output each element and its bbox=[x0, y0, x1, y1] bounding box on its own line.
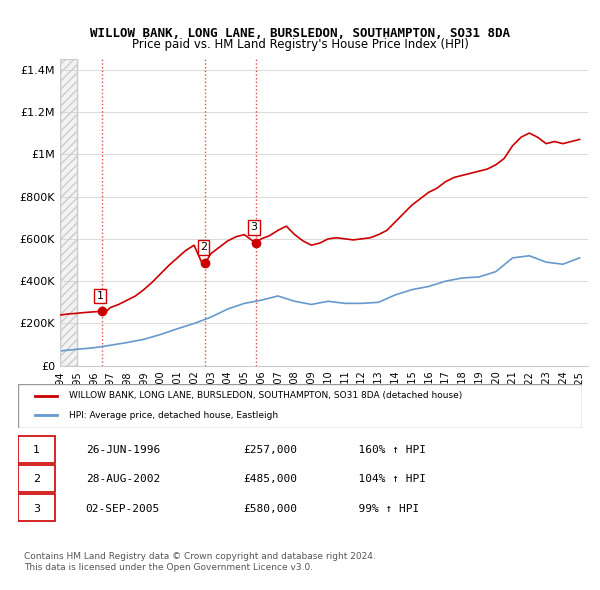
Text: 2: 2 bbox=[33, 474, 40, 484]
Text: £485,000: £485,000 bbox=[244, 474, 298, 484]
FancyBboxPatch shape bbox=[18, 384, 582, 428]
Bar bbox=[60, 59, 77, 366]
Text: WILLOW BANK, LONG LANE, BURSLEDON, SOUTHAMPTON, SO31 8DA (detached house): WILLOW BANK, LONG LANE, BURSLEDON, SOUTH… bbox=[69, 391, 462, 401]
Text: Price paid vs. HM Land Registry's House Price Index (HPI): Price paid vs. HM Land Registry's House … bbox=[131, 38, 469, 51]
Text: £580,000: £580,000 bbox=[244, 504, 298, 514]
Text: HPI: Average price, detached house, Eastleigh: HPI: Average price, detached house, East… bbox=[69, 411, 278, 420]
Text: 1: 1 bbox=[97, 291, 104, 301]
FancyBboxPatch shape bbox=[18, 494, 55, 522]
Text: 99% ↑ HPI: 99% ↑ HPI bbox=[345, 504, 419, 514]
Text: 1: 1 bbox=[33, 445, 40, 455]
FancyBboxPatch shape bbox=[18, 465, 55, 492]
Text: 28-AUG-2002: 28-AUG-2002 bbox=[86, 474, 160, 484]
Bar bbox=[60, 59, 77, 366]
Text: 02-SEP-2005: 02-SEP-2005 bbox=[86, 504, 160, 514]
Text: This data is licensed under the Open Government Licence v3.0.: This data is licensed under the Open Gov… bbox=[24, 563, 313, 572]
Text: 3: 3 bbox=[251, 222, 257, 232]
Text: 104% ↑ HPI: 104% ↑ HPI bbox=[345, 474, 426, 484]
Text: WILLOW BANK, LONG LANE, BURSLEDON, SOUTHAMPTON, SO31 8DA: WILLOW BANK, LONG LANE, BURSLEDON, SOUTH… bbox=[90, 27, 510, 40]
FancyBboxPatch shape bbox=[18, 435, 55, 463]
Text: 3: 3 bbox=[33, 504, 40, 514]
Text: 160% ↑ HPI: 160% ↑ HPI bbox=[345, 445, 426, 455]
Text: 26-JUN-1996: 26-JUN-1996 bbox=[86, 445, 160, 455]
Text: Contains HM Land Registry data © Crown copyright and database right 2024.: Contains HM Land Registry data © Crown c… bbox=[24, 552, 376, 560]
Text: 2: 2 bbox=[200, 242, 207, 253]
Text: £257,000: £257,000 bbox=[244, 445, 298, 455]
